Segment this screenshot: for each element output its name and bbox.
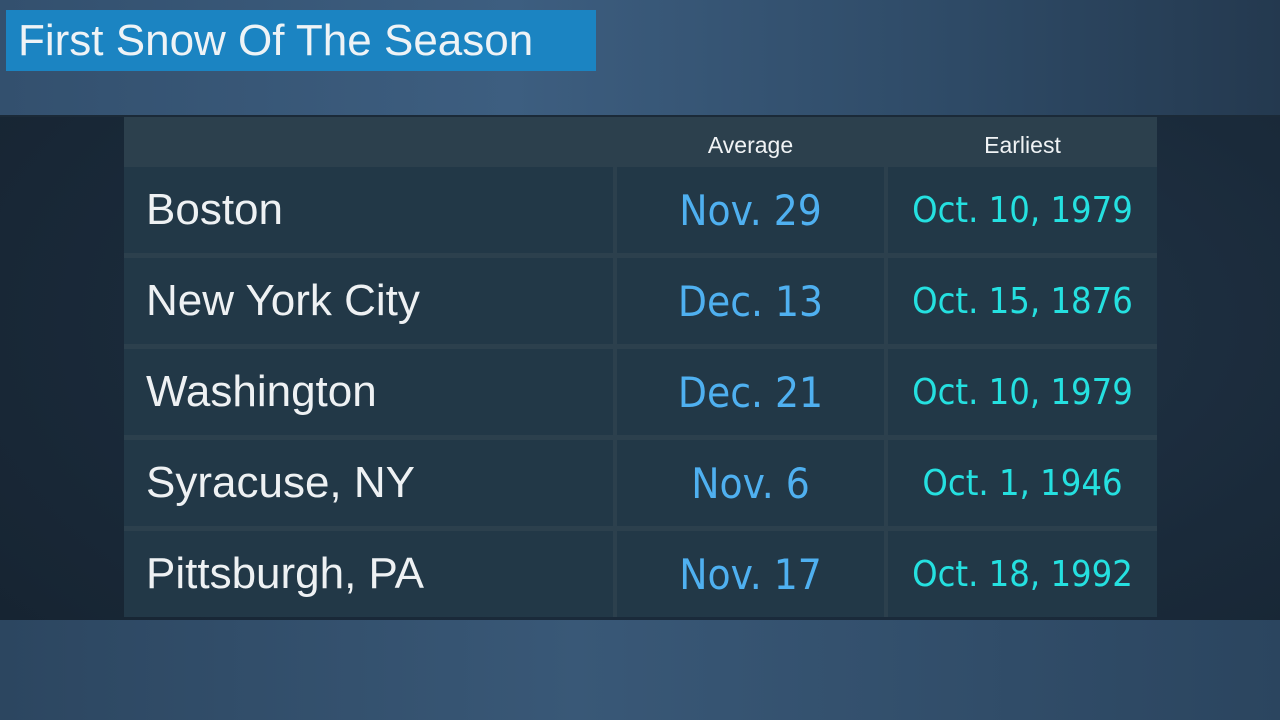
- page-title: First Snow Of The Season: [6, 10, 596, 71]
- city-cell: Boston: [124, 167, 613, 253]
- city-cell: Pittsburgh, PA: [124, 531, 613, 617]
- average-date-cell: Nov. 6: [617, 440, 884, 526]
- average-date-cell: Dec. 21: [617, 349, 884, 435]
- earliest-date-cell: Oct. 18, 1992: [888, 531, 1157, 617]
- earliest-date-cell: Oct. 1, 1946: [888, 440, 1157, 526]
- earliest-date-cell: Oct. 15, 1876: [888, 258, 1157, 344]
- average-date-cell: Nov. 17: [617, 531, 884, 617]
- earliest-date-cell: Oct. 10, 1979: [888, 349, 1157, 435]
- city-cell: Washington: [124, 349, 613, 435]
- snow-table: Average Earliest Boston Nov. 29 Oct. 10, 1…: [124, 117, 1157, 617]
- city-cell: Syracuse, NY: [124, 440, 613, 526]
- background-bottom-band: [0, 620, 1280, 720]
- header-earliest: Earliest: [984, 132, 1061, 158]
- city-cell: New York City: [124, 258, 613, 344]
- average-date-cell: Dec. 13: [617, 258, 884, 344]
- average-date-cell: Nov. 29: [617, 167, 884, 253]
- earliest-date-cell: Oct. 10, 1979: [888, 167, 1157, 253]
- header-average: Average: [707, 132, 794, 158]
